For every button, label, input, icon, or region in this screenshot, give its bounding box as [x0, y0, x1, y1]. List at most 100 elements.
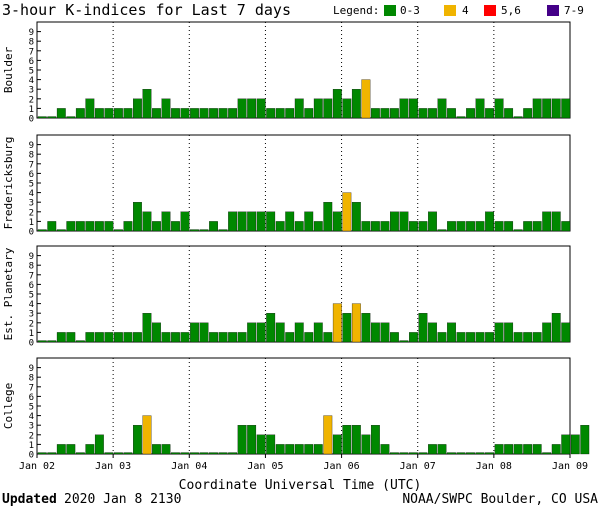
bar	[304, 332, 314, 343]
bar	[218, 452, 228, 455]
bar	[437, 229, 447, 232]
bar	[199, 108, 209, 119]
y-tick-label: 2	[29, 319, 34, 329]
bar	[418, 108, 428, 119]
bar	[513, 229, 523, 232]
bar	[133, 425, 142, 455]
bar	[561, 434, 571, 455]
bar	[237, 425, 247, 455]
bar	[66, 444, 76, 455]
bar	[37, 116, 47, 119]
bar	[390, 452, 399, 455]
bar	[75, 221, 85, 232]
legend-item-4: 4	[462, 4, 469, 17]
y-tick-label: 8	[29, 151, 34, 161]
bar	[475, 98, 485, 119]
bar	[313, 322, 323, 343]
bar	[66, 332, 76, 343]
bar	[294, 322, 304, 343]
bar	[199, 229, 209, 232]
bar	[47, 221, 57, 232]
bar	[428, 108, 437, 119]
bar	[180, 332, 190, 343]
bar	[85, 332, 95, 343]
bar	[418, 452, 428, 455]
bar	[409, 98, 418, 119]
bar	[313, 221, 323, 232]
bar	[266, 313, 276, 343]
bar	[123, 108, 133, 119]
bar	[428, 444, 437, 455]
bar	[361, 79, 371, 119]
bar	[447, 322, 456, 343]
bar	[494, 221, 504, 232]
bar	[266, 434, 276, 455]
bar	[190, 108, 199, 119]
y-tick-label: 3	[29, 199, 34, 209]
bar	[418, 221, 428, 232]
bar	[47, 116, 57, 119]
bar	[209, 452, 218, 455]
bar	[180, 211, 190, 232]
bar	[494, 444, 504, 455]
bar	[180, 452, 190, 455]
bar	[47, 340, 57, 343]
bar	[523, 332, 533, 343]
bar	[75, 108, 85, 119]
bar	[275, 444, 285, 455]
y-tick-label: 9	[29, 364, 34, 374]
bar	[447, 221, 456, 232]
legend-swatch-7-9	[547, 5, 559, 16]
bar	[180, 108, 190, 119]
bar	[485, 108, 495, 119]
y-tick-label: 0	[29, 115, 34, 125]
bar	[513, 332, 523, 343]
bar	[313, 98, 323, 119]
bar	[342, 192, 352, 232]
bar	[399, 211, 409, 232]
bar	[171, 452, 180, 455]
bar	[332, 89, 342, 119]
bar	[142, 415, 152, 455]
bar	[399, 452, 409, 455]
y-tick-label: 5	[29, 67, 34, 77]
bar	[370, 108, 380, 119]
bar	[161, 211, 171, 232]
bar	[532, 98, 542, 119]
bar	[294, 98, 304, 119]
bar	[85, 98, 95, 119]
y-tick-label: 0	[29, 339, 34, 349]
bar	[256, 322, 266, 343]
bar	[237, 211, 247, 232]
bar	[304, 211, 314, 232]
bar	[56, 229, 66, 232]
legend-item-0-3: 0-3	[400, 4, 420, 17]
bar	[123, 221, 133, 232]
y-tick-label: 8	[29, 262, 34, 272]
bar	[104, 108, 114, 119]
bar	[94, 332, 104, 343]
panel-name: Boulder	[2, 46, 15, 93]
bar	[37, 452, 47, 455]
y-tick-label: 2	[29, 431, 34, 441]
bar	[361, 221, 371, 232]
y-tick-label: 1	[29, 441, 34, 451]
legend-swatch-4	[444, 5, 456, 16]
bar	[466, 452, 475, 455]
y-tick-label: 8	[29, 38, 34, 48]
y-tick-label: 2	[29, 208, 34, 218]
bar	[523, 221, 533, 232]
bar	[85, 221, 95, 232]
legend-swatch-0-3	[384, 5, 396, 16]
bar	[551, 313, 561, 343]
bar	[323, 98, 333, 119]
bar	[542, 452, 552, 455]
bar	[94, 221, 104, 232]
bar	[380, 444, 390, 455]
bar	[342, 98, 352, 119]
bar	[456, 116, 466, 119]
